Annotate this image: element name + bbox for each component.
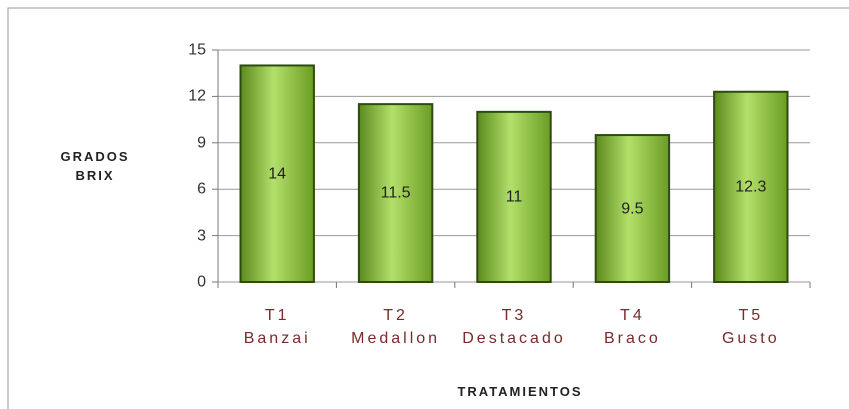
- bar: [357, 103, 434, 283]
- y-tick-label: 6: [197, 180, 206, 198]
- bar: [239, 64, 315, 284]
- y-axis-label: GRADOS BRIX: [60, 149, 130, 183]
- bar: [476, 110, 552, 283]
- value-label: 11.5: [380, 184, 411, 202]
- bar: [594, 134, 671, 283]
- x-tick-label: T1 Banzai: [243, 307, 311, 348]
- value-label: 11: [505, 188, 523, 206]
- value-label: 14: [268, 165, 287, 183]
- y-tick-label: 9: [197, 134, 206, 152]
- x-tick-label: T4 Braco: [603, 307, 661, 348]
- value-label: 12.3: [735, 178, 767, 196]
- x-tick-label: T5 Gusto: [721, 307, 780, 348]
- frame: [7, 7, 849, 409]
- y-tick-label: 15: [188, 41, 206, 59]
- value-label: 9.5: [621, 199, 644, 217]
- y-tick-label: 0: [197, 273, 206, 291]
- x-tick-label: T3 Destacado: [462, 307, 566, 348]
- bar: [713, 90, 789, 284]
- y-tick-label: 3: [197, 227, 206, 244]
- x-axis-label: TRATAMIENTOS: [457, 384, 583, 399]
- y-tick-label: 12: [188, 87, 206, 105]
- x-tick-label: T2 Medallon: [351, 307, 441, 348]
